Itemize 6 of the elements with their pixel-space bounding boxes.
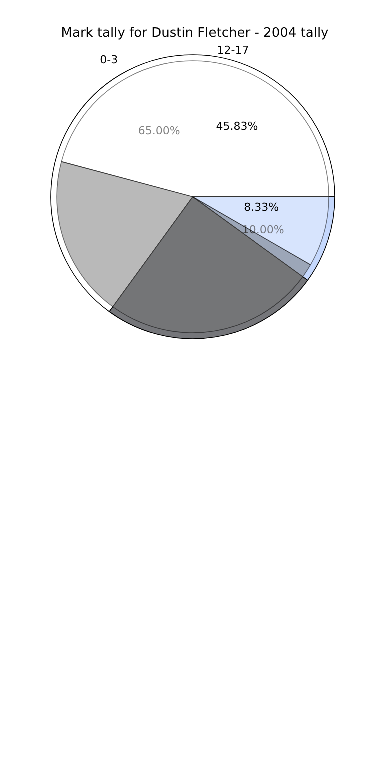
data-label: 65.00% (138, 124, 180, 138)
slice-label: 0-3 (100, 53, 118, 66)
data-label: 8.33% (244, 200, 280, 214)
slice-label: 12-17 (217, 44, 250, 57)
chart-title: Mark tally for Dustin Fletcher - 2004 tally (61, 26, 330, 41)
data-label: 45.83% (216, 120, 258, 134)
